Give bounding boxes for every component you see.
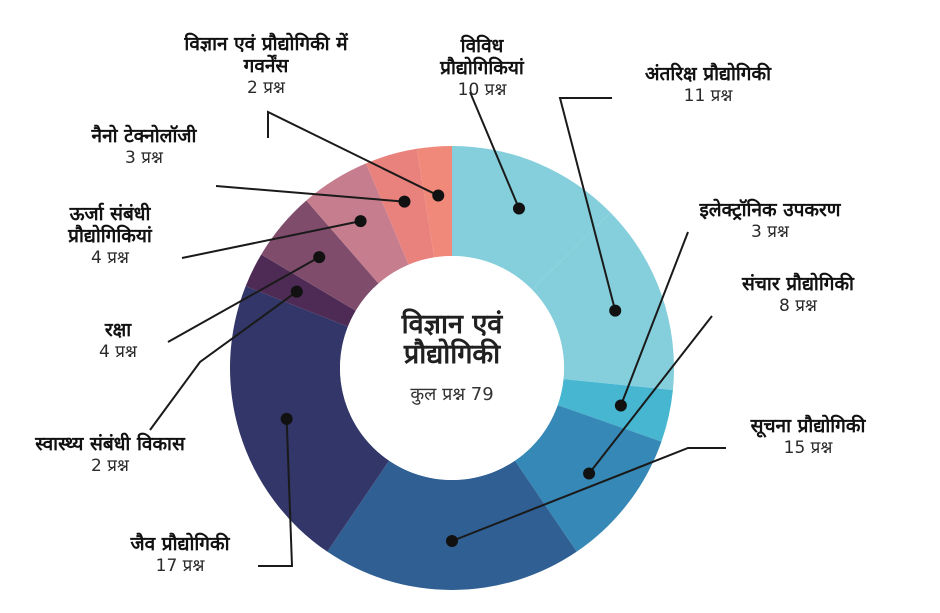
label-biotechnology: जैव प्रौद्योगिकी 17 प्रश्न — [70, 533, 290, 576]
label-electronic-devices: इलेक्ट्रॉनिक उपकरण 3 प्रश्न — [660, 199, 880, 242]
label-count: 15 प्रश्न — [783, 437, 833, 458]
label-count: 11 प्रश्न — [683, 85, 733, 106]
donut-slice — [452, 146, 611, 290]
donut-slice — [557, 379, 673, 442]
leader-line — [167, 256, 320, 343]
donut-hole — [340, 256, 564, 480]
label-name: अंतरिक्ष प्रौद्योगिकी — [644, 63, 772, 85]
leader-line — [267, 110, 439, 197]
donut-slice — [230, 286, 390, 552]
label-name: संचार प्रौद्योगिकी — [742, 273, 854, 295]
label-count: 17 प्रश्न — [155, 555, 205, 576]
label-name: ऊर्जा संबंधी प्रौद्योगिकियां — [68, 203, 152, 247]
label-name: विज्ञान एवं प्रौद्योगिकी में गवर्नेंस — [184, 33, 348, 77]
leader-dot — [512, 202, 525, 215]
label-communication-technology: संचार प्रौद्योगिकी 8 प्रश्न — [688, 273, 908, 316]
leader-dot — [583, 467, 596, 480]
donut-slice — [366, 148, 435, 265]
leader-dot — [280, 412, 293, 425]
label-count: 2 प्रश्न — [247, 77, 285, 98]
label-count: 2 प्रश्न — [91, 455, 129, 476]
leader-line — [258, 418, 294, 567]
leader-dot — [313, 251, 326, 264]
center-title-line2: प्रौद्योगिकी — [403, 339, 501, 371]
center-title: विज्ञान एवं प्रौद्योगिकी — [340, 309, 564, 371]
leader-line — [181, 220, 361, 259]
label-count: 3 प्रश्न — [125, 147, 163, 168]
donut-slice — [416, 146, 452, 258]
leader-dot — [446, 535, 458, 547]
center-title-line1: विज्ञान एवं — [401, 309, 503, 340]
donut-slice — [327, 460, 577, 590]
leader-line — [619, 231, 689, 406]
label-count: 3 प्रश्न — [751, 221, 789, 242]
label-count: 4 प्रश्न — [91, 247, 129, 268]
label-name: विविध प्रौद्योगिकियां — [440, 35, 524, 79]
label-nano-technology: नैनो टेक्नोलॉजी 3 प्रश्न — [34, 125, 254, 168]
label-health-development: स्वास्थ्य संबंधी विकास 2 प्रश्न — [0, 433, 220, 476]
label-name: सूचना प्रौद्योगिकी — [750, 415, 866, 437]
leader-dot — [354, 215, 367, 228]
label-space-technology: अंतरिक्ष प्रौद्योगिकी 11 प्रश्न — [598, 63, 818, 106]
leader-line — [215, 185, 405, 203]
leader-dot — [609, 304, 622, 317]
leader-line — [558, 97, 617, 311]
label-count: 10 प्रश्न — [457, 79, 507, 100]
leader-line — [149, 290, 298, 431]
center-total-questions: कुल प्रश्न 79 — [410, 384, 494, 405]
label-name: इलेक्ट्रॉनिक उपकरण — [699, 199, 841, 221]
leader-dot — [432, 189, 445, 202]
label-information-technology: सूचना प्रौद्योगिकी 15 प्रश्न — [698, 415, 918, 458]
label-governance: विज्ञान एवं प्रौद्योगिकी में गवर्नेंस 2 … — [156, 33, 376, 98]
label-count: 4 प्रश्न — [99, 341, 137, 362]
donut-slice — [531, 212, 674, 391]
leader-dot — [398, 195, 411, 208]
label-name: जैव प्रौद्योगिकी — [130, 533, 230, 555]
label-name: नैनो टेक्नोलॉजी — [91, 125, 197, 147]
label-energy-technologies: ऊर्जा संबंधी प्रौद्योगिकियां 4 प्रश्न — [0, 203, 220, 268]
label-name: रक्षा — [104, 319, 132, 341]
leader-dot — [614, 399, 627, 412]
leader-line — [469, 91, 520, 209]
leader-line — [588, 315, 713, 475]
label-name: स्वास्थ्य संबंधी विकास — [35, 433, 185, 455]
label-defence: रक्षा 4 प्रश्न — [8, 319, 228, 362]
label-misc-technologies: विविध प्रौद्योगिकियां 10 प्रश्न — [372, 35, 592, 100]
leader-dot — [290, 285, 303, 298]
label-count: 8 प्रश्न — [779, 295, 817, 316]
leader-line — [451, 447, 726, 542]
